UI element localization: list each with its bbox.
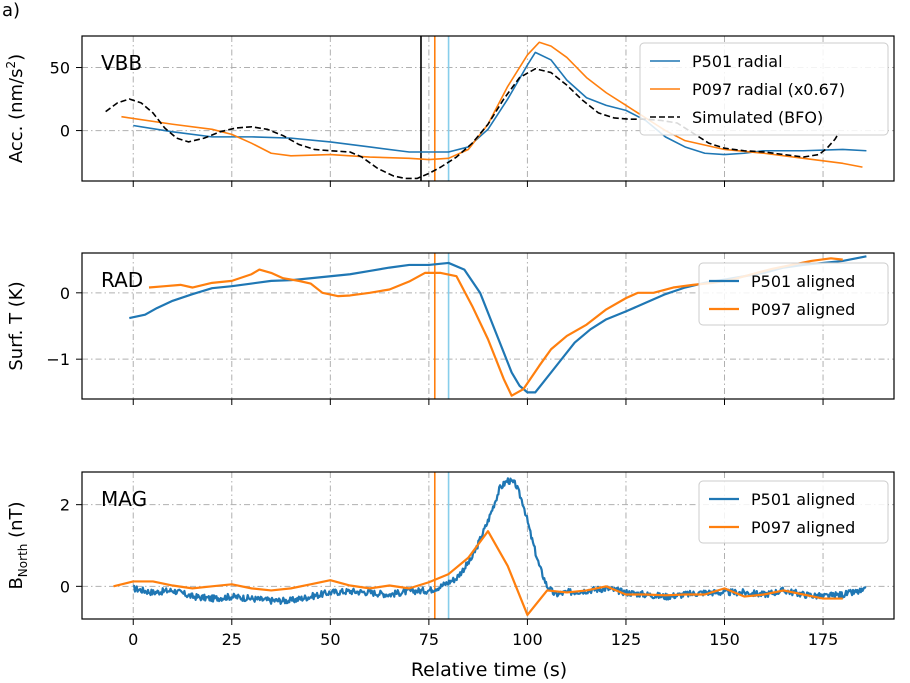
- series-line-p097-aligned: [113, 530, 843, 617]
- y-tick-label: 0: [60, 122, 70, 141]
- panel-label: a): [2, 0, 20, 21]
- series-line-p501-aligned: [133, 477, 867, 605]
- y-label-sub: North: [16, 544, 30, 578]
- x-tick-label: 75: [419, 630, 439, 649]
- legend-box: [698, 262, 889, 326]
- y-label-sup: 2: [4, 61, 18, 69]
- y-label-end: ): [6, 54, 27, 61]
- x-tick-label: 175: [808, 630, 839, 649]
- y-tick-label: 50: [50, 59, 70, 78]
- axes-frame: [81, 471, 895, 620]
- series-group: [113, 477, 867, 617]
- x-tick-label: 125: [611, 630, 642, 649]
- y-tick-label: 2: [60, 496, 70, 515]
- y-label-end: (nT): [6, 501, 27, 543]
- panel-mag: 0 25 50 75 100 125 150 175 0 2 BNorth (nT) MAG P501 …: [6, 471, 895, 649]
- y-axis-label: Surf. T (K): [6, 281, 27, 370]
- series-group: [105, 41, 867, 180]
- panel-title: MAG: [101, 487, 147, 511]
- legend-label: P501 aligned: [751, 272, 855, 291]
- y-tick-label: 0: [60, 577, 70, 596]
- series-line-p501-radial: [133, 51, 867, 156]
- x-tick-label: 25: [222, 630, 242, 649]
- legend-label: Simulated (BFO): [692, 108, 823, 127]
- panel-title: VBB: [101, 51, 142, 75]
- y-axis-label: Acc. (nm/s2): [4, 54, 27, 163]
- y-label-base: Acc. (nm/s: [6, 69, 27, 164]
- panel-vbb: 0 50 Acc. (nm/s2) VBB P501 radial P097 radial…: [4, 35, 895, 187]
- y-label-base: B: [6, 577, 27, 589]
- panel-title: RAD: [101, 268, 143, 292]
- legend-label: P097 aligned: [751, 300, 855, 319]
- legend-box: [698, 480, 889, 544]
- y-tick-label: −1: [46, 350, 70, 369]
- series-line-simulated-bfo-: [105, 67, 840, 180]
- legend-label: P501 radial: [692, 52, 783, 71]
- legend-box: [639, 42, 889, 136]
- x-tick-label: 50: [320, 630, 340, 649]
- axes-frame: [81, 252, 895, 400]
- legend-label: P501 aligned: [751, 490, 855, 509]
- panel-rad: 0 −1 Surf. T (K) RAD P501 aligned P097 aligne…: [6, 252, 895, 405]
- x-tick-label: 100: [512, 630, 543, 649]
- y-axis-label: BNorth (nT): [6, 501, 30, 589]
- x-tick-label: 150: [709, 630, 740, 649]
- series-line-p097-radial-x0-67-: [121, 41, 863, 168]
- x-axis-label: Relative time (s): [411, 659, 567, 681]
- legend-label: P097 aligned: [751, 518, 855, 537]
- y-tick-label: 0: [60, 284, 70, 303]
- legend-label: P097 radial (x0.67): [692, 80, 845, 99]
- x-tick-label: 0: [128, 630, 138, 649]
- axes-frame: [81, 35, 895, 182]
